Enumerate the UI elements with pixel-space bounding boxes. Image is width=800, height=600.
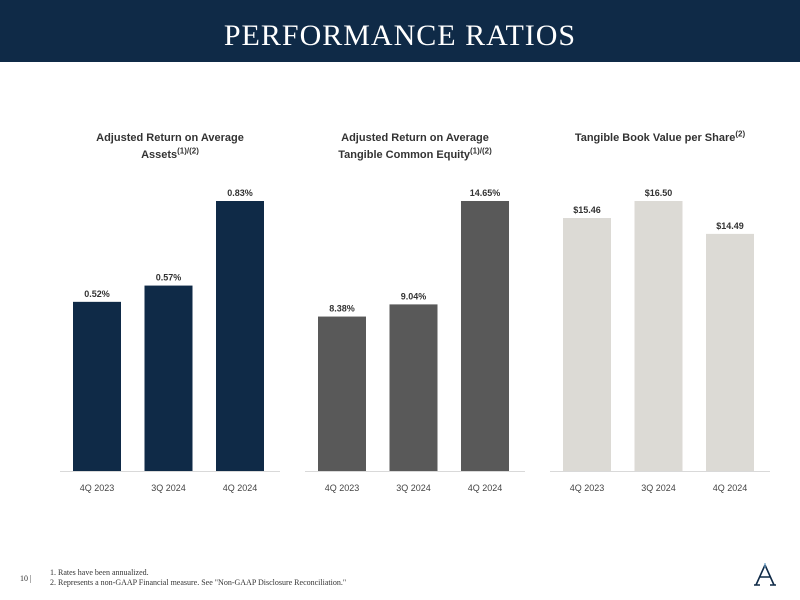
category-tick-label-2: 4Q 2024 — [713, 483, 748, 493]
chart-title-superscript: (1)/(2) — [177, 146, 199, 156]
data-label-1: $16.50 — [645, 188, 673, 198]
category-tick-label-1: 3Q 2024 — [151, 483, 186, 493]
bar-2 — [216, 201, 264, 471]
category-tick-label-0: 4Q 2023 — [80, 483, 115, 493]
bar-1 — [634, 201, 683, 471]
category-tick-label-1: 3Q 2024 — [641, 483, 676, 493]
data-label-2: $14.49 — [716, 221, 744, 231]
bar-1 — [389, 304, 438, 471]
chart-return-on-tangible-equity: Adjusted Return on Average Tangible Comm… — [300, 130, 530, 510]
chart-title-line1: Adjusted Return on Average — [96, 132, 244, 144]
bar-0 — [318, 316, 366, 471]
footer: 10 | 1. Rates have been annualized. 2. R… — [20, 568, 346, 588]
company-logo-a-icon — [754, 563, 776, 586]
chart-title: Tangible Book Value per Share(2) — [545, 130, 775, 147]
chart-return-on-assets: Adjusted Return on Average Assets(1)/(2)… — [55, 130, 285, 510]
data-label-1: 0.57% — [156, 273, 182, 283]
chart-title-line2: Assets — [141, 149, 178, 161]
chart-title: Adjusted Return on Average Tangible Comm… — [300, 130, 530, 164]
footnote-2: 2. Represents a non-GAAP Financial measu… — [50, 578, 347, 587]
chart-title-line1: Adjusted Return on Average — [341, 132, 489, 144]
category-tick-label-1: 3Q 2024 — [396, 483, 431, 493]
category-tick-label-2: 4Q 2024 — [223, 483, 258, 493]
bar-chart-svg: $15.46 4Q 2023 $16.50 3Q 2024 $14.49 4Q 2024 — [550, 188, 770, 493]
chart-title: Adjusted Return on Average Assets(1)/(2) — [55, 130, 285, 164]
data-label-1: 9.04% — [401, 291, 427, 301]
data-label-0: 8.38% — [329, 304, 355, 314]
chart-tangible-book-value: Tangible Book Value per Share(2) $15.46 4… — [545, 130, 775, 510]
data-label-2: 14.65% — [470, 188, 501, 198]
chart-title-superscript: (2) — [735, 129, 746, 139]
page-number: 10 | — [20, 574, 32, 583]
bar-0 — [73, 301, 121, 471]
chart-title-line2: Tangible Common Equity — [338, 149, 470, 161]
bar-chart-svg: 0.52% 4Q 2023 0.57% 3Q 2024 0.83% 4Q 2024 — [60, 188, 280, 493]
bar-chart-svg: 8.38% 4Q 2023 9.04% 3Q 2024 14.65% 4Q 2024 — [305, 188, 525, 493]
chart-title-superscript: (1)/(2) — [470, 146, 492, 156]
footnotes: 1. Rates have been annualized. 2. Repres… — [50, 568, 346, 588]
header-bar: PERFORMANCE RATIOS — [0, 0, 800, 62]
chart-title-line1: Tangible Book Value per Share — [574, 132, 736, 144]
bar-0 — [563, 218, 611, 471]
category-tick-label-2: 4Q 2024 — [468, 483, 503, 493]
bar-1 — [144, 285, 193, 471]
data-label-0: 0.52% — [84, 289, 110, 299]
page-title: PERFORMANCE RATIOS — [223, 19, 577, 52]
data-label-2: 0.83% — [227, 188, 253, 198]
bar-2 — [706, 233, 754, 471]
bar-2 — [461, 201, 509, 471]
category-tick-label-0: 4Q 2023 — [570, 483, 605, 493]
category-tick-label-0: 4Q 2023 — [325, 483, 360, 493]
data-label-0: $15.46 — [573, 205, 601, 215]
footnote-1: 1. Rates have been annualized. — [50, 568, 149, 577]
